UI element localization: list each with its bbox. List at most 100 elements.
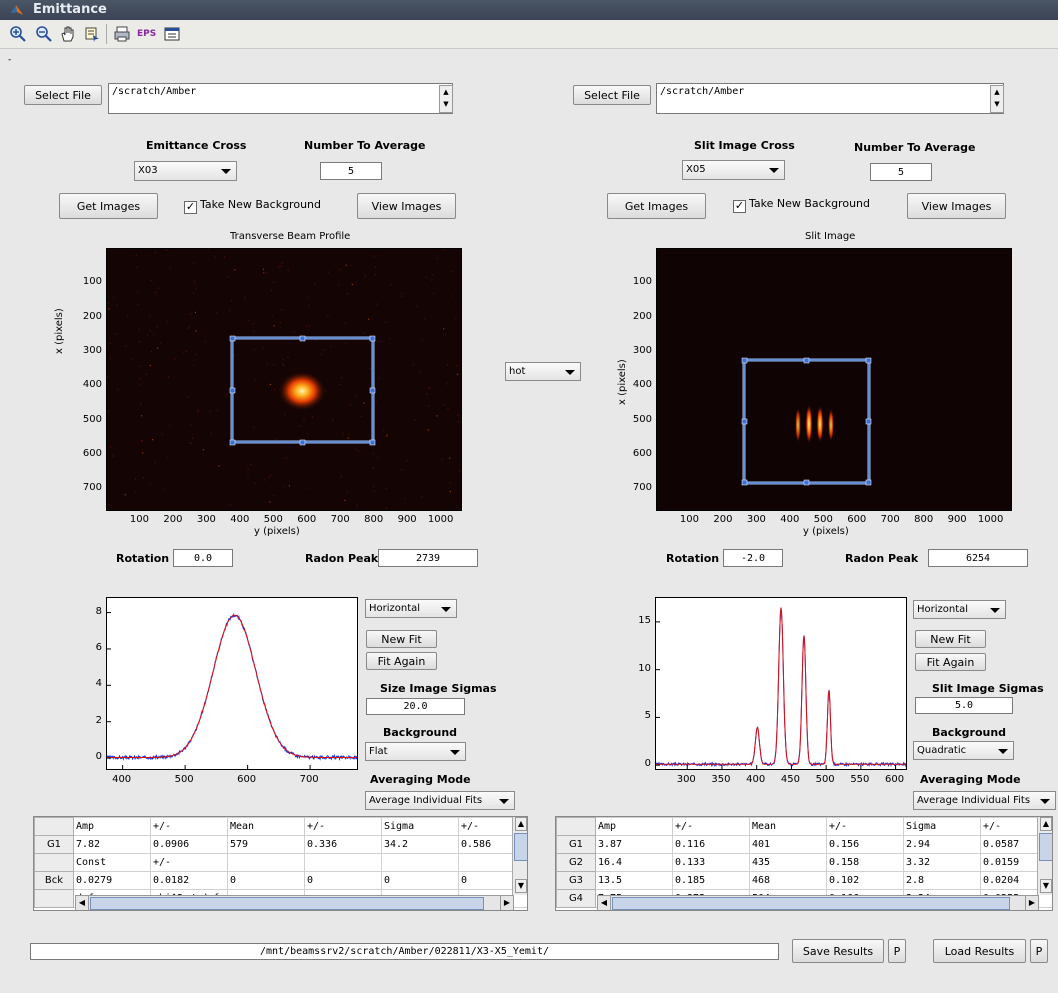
left-table-row-header[interactable] [34,853,74,872]
left-table-cell[interactable]: 0 [227,871,305,890]
right-table-cell[interactable]: 2.8 [903,871,981,890]
left-radon-field[interactable]: 2739 [378,549,478,567]
right-num-avg-field[interactable]: 5 [870,163,932,181]
right-direction-select[interactable]: Horizontal [913,600,1006,619]
right-table-row-header[interactable]: G3 [556,871,596,890]
right-table-row-header[interactable] [556,817,596,836]
left-new-fit-button[interactable]: New Fit [366,630,437,648]
right-table-row-header[interactable]: G1 [556,835,596,854]
right-table-cell[interactable]: 435 [749,853,827,872]
right-background-select[interactable]: Quadratic [913,741,1014,760]
right-table-cell[interactable]: 401 [749,835,827,854]
right-table-cell[interactable]: +/- [826,817,904,836]
property-editor-icon[interactable] [163,25,181,43]
load-results-p-button[interactable]: P [1030,939,1048,963]
left-table-cell[interactable]: 0 [304,871,382,890]
left-table-row[interactable]: Amp +/- Mean +/- Sigma +/- [34,817,527,836]
left-table-vscroll[interactable]: ▲ ▼ [512,817,527,895]
left-table-cell[interactable] [227,853,305,872]
left-table-row[interactable]: G1 7.82 0.0906 579 0.336 34.2 0.586 [34,835,527,854]
zoom-out-icon[interactable] [35,25,53,43]
left-cross-select[interactable]: X03 [134,161,237,181]
scroll-up-icon[interactable]: ▲ [515,817,527,831]
left-table-cell[interactable]: +/- [304,817,382,836]
left-table-cell[interactable]: 0.0906 [150,835,228,854]
results-path-field[interactable]: /mnt/beamssrv2/scratch/Amber/022811/X3-X… [30,943,779,960]
left-table-row[interactable]: Const +/- [34,853,527,872]
left-table-row-header[interactable] [34,889,74,908]
right-table-row[interactable]: G1 3.87 0.116 401 0.156 2.94 0.0587 [556,835,1052,854]
left-table-cell[interactable] [304,853,382,872]
right-table-hscroll-thumb[interactable] [612,897,1010,910]
right-file-path-field[interactable]: /scratch/Amber [656,83,1004,114]
left-get-images-button[interactable]: Get Images [59,193,158,219]
right-table-cell[interactable]: 16.4 [595,853,673,872]
right-table-cell[interactable]: Sigma [903,817,981,836]
right-table-cell[interactable]: 0.102 [826,871,904,890]
right-table-cell[interactable]: 468 [749,871,827,890]
right-fit-table[interactable]: Amp +/- Mean +/- Sigma +/- G1 3.87 0.116 401 0.156… [556,817,1052,908]
right-table-row-header[interactable]: G4 [556,889,596,908]
right-table-cell[interactable]: 3.87 [595,835,673,854]
left-table-cell[interactable] [381,853,459,872]
right-table-cell[interactable]: 0.158 [826,853,904,872]
scroll-down-icon[interactable]: ▼ [515,879,527,893]
left-file-path-field[interactable]: /scratch/Amber [108,83,453,114]
load-results-button[interactable]: Load Results [933,939,1026,963]
left-table-cell[interactable]: Const [73,853,151,872]
left-table-cell[interactable]: 0.336 [304,835,382,854]
left-num-avg-field[interactable]: 5 [320,162,382,180]
colormap-select[interactable]: hot [505,362,581,381]
right-table-cell[interactable]: Mean [749,817,827,836]
scroll-up-icon[interactable]: ▲ [1040,817,1052,831]
right-select-file-button[interactable]: Select File [573,85,651,105]
right-table-cell[interactable]: 3.32 [903,853,981,872]
data-cursor-icon[interactable] [83,25,101,43]
pan-hand-icon[interactable] [59,25,77,43]
left-table-cell[interactable]: Amp [73,817,151,836]
right-rotation-field[interactable]: -2.0 [723,549,783,567]
right-table-cell[interactable]: 0.116 [672,835,750,854]
scroll-right-icon[interactable]: ▶ [500,896,513,910]
left-table-row-header[interactable]: Bck [34,871,74,890]
right-table-cell[interactable]: 13.5 [595,871,673,890]
save-results-p-button[interactable]: P [888,939,906,963]
left-averaging-select[interactable]: Average Individual Fits [365,791,515,810]
left-table-cell[interactable]: 7.82 [73,835,151,854]
right-table-vscroll[interactable]: ▲ ▼ [1037,817,1052,895]
scroll-down-icon[interactable]: ▼ [1040,879,1052,893]
left-table-row-header[interactable] [34,817,74,836]
left-table-row[interactable]: Bck 0.0279 0.0182 0 0 0 0 [34,871,527,890]
scroll-left-icon[interactable]: ◀ [76,896,89,910]
left-table-hscroll-thumb[interactable] [90,897,484,910]
right-table-row-header[interactable]: G2 [556,853,596,872]
right-file-path-spinner[interactable]: ▲ ▼ [990,85,1004,113]
left-sigmas-field[interactable]: 20.0 [366,698,465,715]
zoom-in-icon[interactable] [9,25,27,43]
left-table-cell[interactable]: 0.0279 [73,871,151,890]
right-table-cell[interactable]: Amp [595,817,673,836]
left-profile-plot[interactable] [106,597,358,770]
right-new-fit-button[interactable]: New Fit [915,630,986,648]
right-radon-field[interactable]: 6254 [928,549,1028,567]
right-fit-again-button[interactable]: Fit Again [915,653,986,671]
right-profile-plot[interactable] [655,597,907,770]
right-table-row[interactable]: G2 16.4 0.133 435 0.158 3.32 0.0159 [556,853,1052,872]
scroll-left-icon[interactable]: ◀ [598,896,611,910]
left-table-cell[interactable]: +/- [150,853,228,872]
right-take-background-checkbox[interactable]: ✓ Take New Background [733,197,870,213]
right-table-vscroll-thumb[interactable] [1039,833,1052,861]
right-sigmas-field[interactable]: 5.0 [915,697,1013,714]
left-table-cell[interactable]: 34.2 [381,835,459,854]
right-view-images-button[interactable]: View Images [907,193,1006,219]
left-table-row-header[interactable]: G1 [34,835,74,854]
right-table-cell[interactable]: 2.94 [903,835,981,854]
right-table-cell[interactable]: 0.156 [826,835,904,854]
left-fit-table[interactable]: Amp +/- Mean +/- Sigma +/- G1 7.82 0.0906 579 0.33… [34,817,527,908]
left-table-cell[interactable]: +/- [150,817,228,836]
right-cross-select[interactable]: X05 [682,160,785,180]
left-rotation-field[interactable]: 0.0 [173,549,233,567]
left-table-cell[interactable]: 0 [381,871,459,890]
eps-icon[interactable]: EPS [137,29,157,39]
left-table-cell[interactable]: 579 [227,835,305,854]
